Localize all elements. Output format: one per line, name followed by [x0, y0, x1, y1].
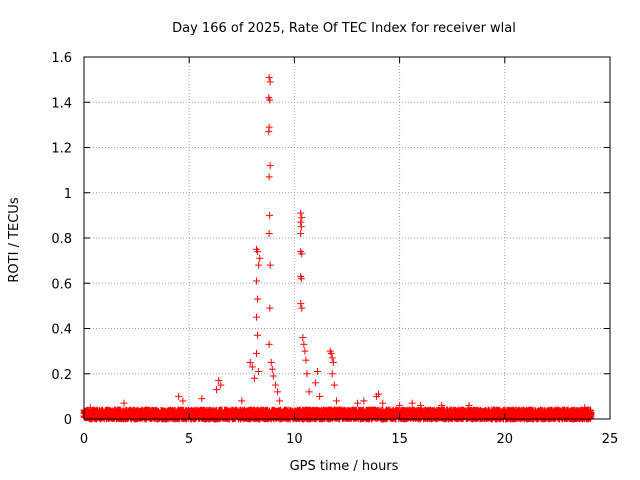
data-point [265, 340, 273, 348]
chart-grid [84, 57, 610, 419]
y-tick-labels: 0 0.2 0.4 0.6 0.8 1 1.2 1.4 1.6 [51, 51, 72, 428]
data-point [256, 254, 264, 262]
data-point [297, 209, 305, 217]
data-point [298, 304, 306, 312]
y-tick-label: 1.2 [51, 142, 72, 157]
data-point [267, 358, 275, 366]
data-point [329, 358, 337, 366]
data-point [266, 211, 274, 219]
data-point [297, 300, 305, 308]
data-point [379, 399, 387, 407]
data-point [305, 388, 313, 396]
x-tick-label: 20 [497, 432, 514, 447]
data-point [271, 381, 279, 389]
data-point [297, 223, 305, 231]
data-point [213, 386, 221, 394]
data-point [268, 365, 276, 373]
data-point [328, 354, 336, 362]
y-tick-label: 1.6 [51, 51, 72, 66]
data-point [297, 218, 305, 226]
y-tick-label: 0.4 [51, 323, 72, 338]
y-tick-label: 0 [64, 413, 72, 428]
x-tick-label: 5 [185, 432, 193, 447]
data-point [120, 399, 128, 407]
data-point [299, 334, 307, 342]
data-point [300, 340, 308, 348]
data-point [265, 128, 273, 136]
x-tick-label: 10 [286, 432, 303, 447]
x-tick-label: 25 [602, 432, 619, 447]
data-point [302, 356, 310, 364]
data-point [266, 162, 274, 170]
data-point [328, 370, 336, 378]
chart-title: Day 166 of 2025, Rate Of TEC Index for r… [172, 21, 516, 36]
y-tick-label: 1 [64, 187, 72, 202]
y-tick-label: 0.8 [51, 232, 72, 247]
y-axis-label: ROTI / TECUs [7, 197, 22, 282]
data-point [360, 397, 368, 405]
data-point [254, 295, 262, 303]
data-point [175, 392, 183, 400]
data-point [265, 173, 273, 181]
x-axis-label: GPS time / hours [290, 459, 399, 474]
data-point [408, 399, 416, 407]
data-point [254, 331, 262, 339]
data-point [179, 397, 187, 405]
x-tick-labels: 0 5 10 15 20 25 [80, 432, 618, 447]
data-point [253, 313, 261, 321]
data-point [255, 261, 263, 269]
y-tick-label: 0.2 [51, 368, 72, 383]
data-point [266, 78, 274, 86]
x-tick-label: 0 [80, 432, 88, 447]
data-point [250, 374, 258, 382]
data-point [266, 304, 274, 312]
x-tick-label: 15 [391, 432, 408, 447]
data-point [303, 370, 311, 378]
data-point [316, 392, 324, 400]
data-point [332, 397, 340, 405]
data-point [238, 397, 246, 405]
data-point [330, 381, 338, 389]
data-point [297, 229, 305, 237]
data-point [301, 347, 309, 355]
data-point [298, 214, 306, 222]
data-points [80, 73, 595, 423]
data-point [276, 397, 284, 405]
data-point [311, 379, 319, 387]
data-point [274, 388, 282, 396]
data-point [354, 399, 362, 407]
y-tick-label: 1.4 [51, 96, 72, 111]
y-tick-label: 0.6 [51, 277, 72, 292]
data-point [198, 395, 206, 403]
data-point [265, 229, 273, 237]
data-point [253, 349, 261, 357]
data-point [266, 261, 274, 269]
data-point [265, 73, 273, 81]
